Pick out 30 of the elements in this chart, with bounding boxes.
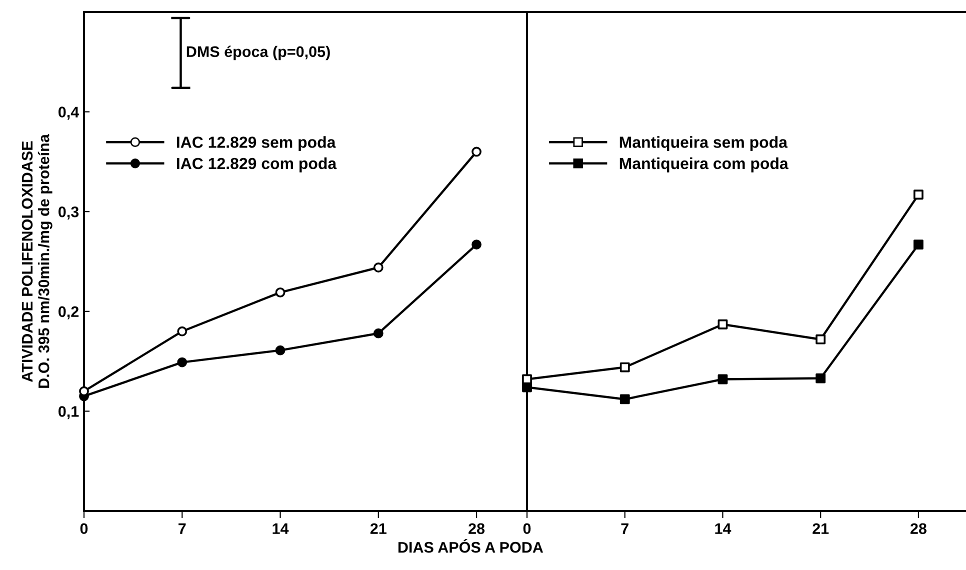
point bbox=[914, 240, 924, 250]
legend-label: IAC 12.829 com poda bbox=[176, 157, 337, 172]
y-tick-label: 0,4 bbox=[58, 106, 80, 120]
legend-label: IAC 12.829 sem poda bbox=[176, 136, 336, 152]
x-axis-title: DIAS APÓS A PODA bbox=[398, 539, 544, 553]
x-tick-label: 7 bbox=[178, 523, 186, 534]
x-tick-label: 0 bbox=[523, 523, 531, 534]
x-tick-label: 7 bbox=[621, 523, 628, 534]
x-tick-label: 28 bbox=[468, 523, 485, 534]
point bbox=[816, 373, 826, 384]
x-tick-label: 28 bbox=[910, 523, 926, 534]
y-tick-label: 0,2 bbox=[58, 306, 79, 320]
annotation: DMS época (p=0,05) bbox=[186, 46, 330, 60]
x-tick-label: 21 bbox=[812, 523, 829, 534]
point bbox=[522, 374, 532, 384]
point bbox=[816, 334, 826, 344]
point bbox=[718, 374, 728, 384]
x-tick-label: 0 bbox=[80, 523, 88, 534]
y-tick-label: 0,3 bbox=[58, 206, 79, 220]
legend-label: Mantiqueira com poda bbox=[620, 157, 788, 172]
y-axis-title: ATIVIDADE POLIFENOLOXIDASE D.O. 395 nm/30min./mg de proteína bbox=[22, 134, 52, 388]
point bbox=[620, 362, 630, 372]
x-tick-label: 21 bbox=[370, 523, 386, 534]
x-tick-label: 14 bbox=[715, 523, 732, 534]
y-tick-label: 0,1 bbox=[58, 406, 79, 420]
legend-label: Mantiqueira sem poda bbox=[620, 136, 788, 152]
point bbox=[620, 394, 630, 404]
point bbox=[914, 190, 924, 200]
x-tick-label: 14 bbox=[272, 523, 289, 534]
point bbox=[718, 319, 728, 330]
